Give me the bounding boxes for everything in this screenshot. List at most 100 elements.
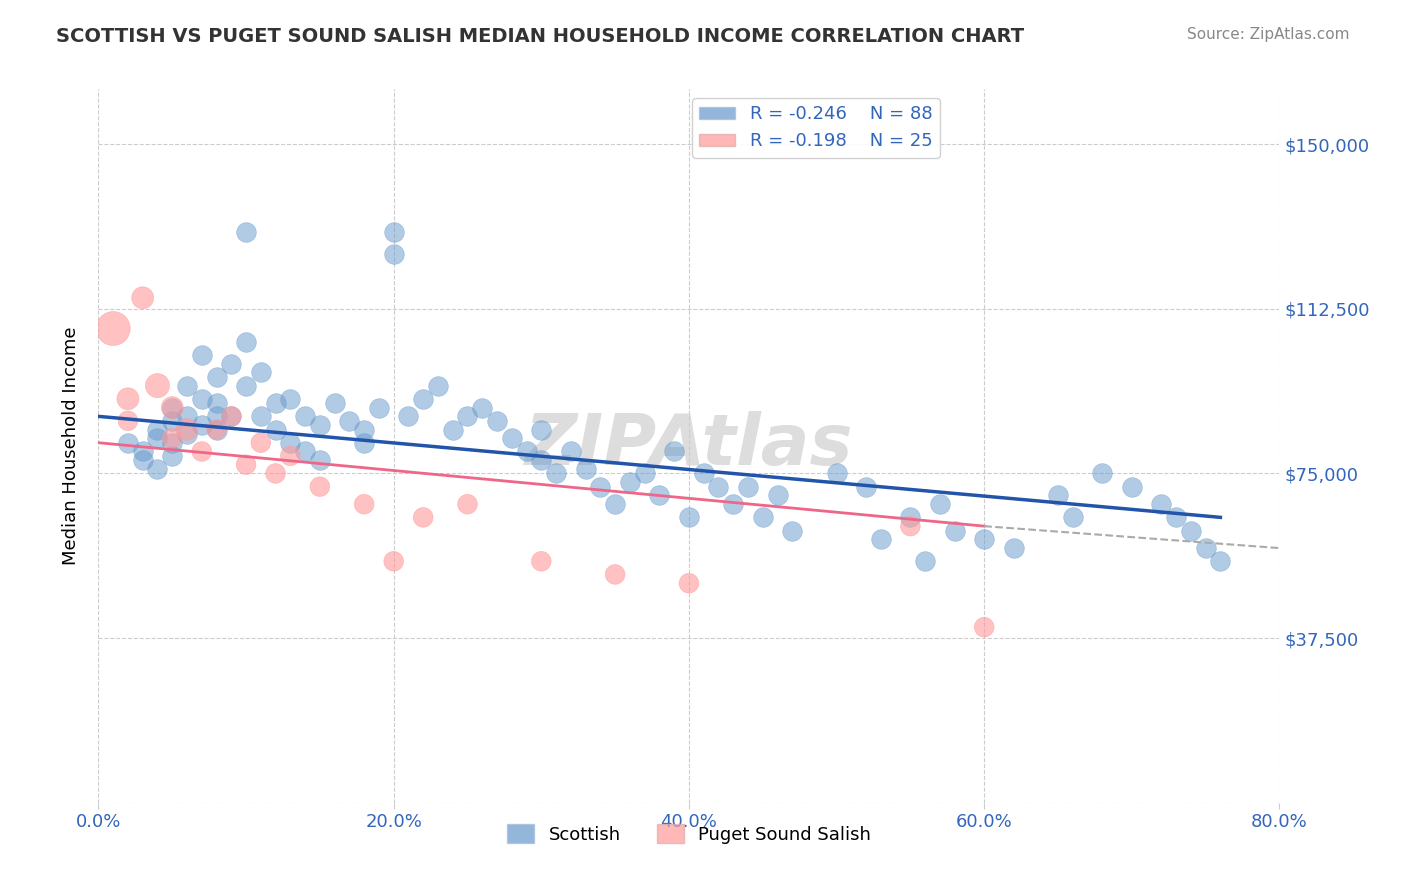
Point: [457, 409, 479, 424]
Point: [162, 449, 183, 463]
Point: [250, 409, 273, 424]
Point: [132, 453, 155, 467]
Point: [707, 480, 730, 494]
Point: [353, 435, 375, 450]
Point: [382, 225, 405, 239]
Point: [146, 378, 169, 392]
Point: [280, 435, 302, 450]
Point: [457, 497, 479, 511]
Point: [530, 554, 553, 568]
Point: [1150, 497, 1173, 511]
Point: [427, 378, 450, 392]
Point: [191, 348, 214, 362]
Point: [1180, 524, 1202, 538]
Point: [973, 533, 995, 547]
Point: [382, 247, 405, 261]
Point: [146, 462, 169, 476]
Point: [693, 467, 716, 481]
Point: [973, 620, 995, 634]
Point: [914, 554, 936, 568]
Point: [235, 334, 257, 349]
Point: [339, 414, 361, 428]
Point: [235, 458, 257, 472]
Point: [294, 444, 316, 458]
Point: [619, 475, 641, 490]
Point: [752, 510, 775, 524]
Point: [191, 418, 214, 433]
Point: [264, 467, 287, 481]
Point: [309, 453, 332, 467]
Point: [1046, 488, 1070, 502]
Point: [546, 467, 568, 481]
Point: [235, 378, 257, 392]
Point: [205, 396, 228, 410]
Point: [412, 510, 434, 524]
Point: [205, 423, 228, 437]
Point: [191, 444, 214, 458]
Point: [162, 401, 183, 415]
Point: [678, 576, 700, 591]
Point: [294, 409, 316, 424]
Point: [1091, 467, 1114, 481]
Point: [766, 488, 789, 502]
Point: [855, 480, 877, 494]
Point: [162, 435, 183, 450]
Point: [176, 409, 198, 424]
Point: [398, 409, 420, 424]
Point: [221, 409, 243, 424]
Y-axis label: Median Household Income: Median Household Income: [62, 326, 80, 566]
Point: [368, 401, 391, 415]
Point: [723, 497, 745, 511]
Text: Source: ZipAtlas.com: Source: ZipAtlas.com: [1187, 27, 1350, 42]
Point: [678, 510, 700, 524]
Point: [870, 533, 893, 547]
Point: [664, 444, 686, 458]
Point: [441, 423, 464, 437]
Point: [117, 414, 139, 428]
Point: [162, 431, 183, 445]
Point: [176, 423, 198, 437]
Point: [221, 409, 243, 424]
Point: [900, 510, 922, 524]
Point: [117, 435, 139, 450]
Point: [309, 418, 332, 433]
Point: [560, 444, 582, 458]
Point: [929, 497, 952, 511]
Point: [176, 378, 198, 392]
Point: [737, 480, 759, 494]
Point: [250, 366, 273, 380]
Point: [382, 554, 405, 568]
Point: [205, 423, 228, 437]
Point: [516, 444, 538, 458]
Point: [900, 519, 922, 533]
Point: [280, 449, 302, 463]
Point: [205, 409, 228, 424]
Point: [250, 435, 273, 450]
Point: [176, 426, 198, 441]
Text: SCOTTISH VS PUGET SOUND SALISH MEDIAN HOUSEHOLD INCOME CORRELATION CHART: SCOTTISH VS PUGET SOUND SALISH MEDIAN HO…: [56, 27, 1025, 45]
Point: [264, 423, 287, 437]
Point: [117, 392, 139, 406]
Point: [1002, 541, 1025, 555]
Legend: Scottish, Puget Sound Salish: Scottish, Puget Sound Salish: [499, 817, 879, 851]
Point: [1195, 541, 1218, 555]
Point: [943, 524, 966, 538]
Point: [530, 423, 553, 437]
Point: [103, 321, 125, 335]
Text: ZIPAtlas: ZIPAtlas: [524, 411, 853, 481]
Point: [471, 401, 494, 415]
Point: [648, 488, 671, 502]
Point: [1209, 554, 1232, 568]
Point: [353, 423, 375, 437]
Point: [264, 396, 287, 410]
Point: [146, 431, 169, 445]
Point: [162, 401, 183, 415]
Point: [530, 453, 553, 467]
Point: [501, 431, 523, 445]
Point: [486, 414, 509, 428]
Point: [1062, 510, 1084, 524]
Point: [589, 480, 612, 494]
Point: [191, 392, 214, 406]
Point: [205, 369, 228, 384]
Point: [353, 497, 375, 511]
